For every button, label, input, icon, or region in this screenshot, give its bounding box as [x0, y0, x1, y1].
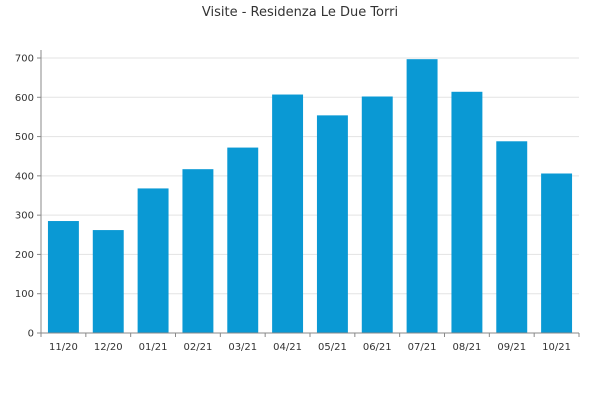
x-tick-label: 10/21: [542, 342, 571, 353]
x-tick-label: 11/20: [49, 342, 78, 353]
y-tick-label: 600: [15, 93, 34, 104]
bar-07-21: [406, 59, 438, 334]
x-axis-ticks: 11/20 12/20 01/21 02/21 03/21 04/21 05/21 06/21…: [40, 333, 580, 353]
y-tick-label: 200: [15, 250, 34, 261]
y-tick-label: 700: [15, 54, 34, 65]
x-tick-label: 06/21: [363, 342, 392, 353]
bar-08-21: [451, 91, 483, 334]
x-tick-label: 01/21: [139, 342, 168, 353]
x-tick-label: 12/20: [94, 342, 123, 353]
x-tick-label: 07/21: [408, 342, 437, 353]
y-tick-label: 100: [15, 289, 34, 300]
chart-title: Visite - Residenza Le Due Torri: [202, 5, 398, 20]
bars: [47, 59, 573, 334]
bar-10-21: [541, 173, 573, 333]
bar-03-21: [227, 147, 259, 333]
bar-09-21: [496, 141, 528, 333]
bar-04-21: [272, 94, 304, 334]
bar-05-21: [316, 115, 348, 333]
x-tick-label: 04/21: [273, 342, 302, 353]
x-tick-label: 02/21: [184, 342, 213, 353]
bar-06-21: [361, 96, 393, 333]
x-tick-label: 09/21: [497, 342, 526, 353]
x-tick-label: 03/21: [228, 342, 257, 353]
y-tick-label: 500: [15, 132, 34, 143]
bar-01-21: [137, 188, 169, 333]
bar-02-21: [182, 169, 214, 333]
bar-11-20: [47, 221, 79, 333]
gridlines: [41, 57, 579, 295]
y-tick-label: 0: [28, 329, 34, 340]
x-tick-label: 05/21: [318, 342, 347, 353]
y-tick-label: 300: [15, 211, 34, 222]
y-axis-ticks: 0 100 200 300 400 500 600 700: [15, 54, 41, 340]
y-tick-label: 400: [15, 171, 34, 182]
x-tick-label: 08/21: [453, 342, 482, 353]
bar-12-20: [92, 230, 124, 333]
